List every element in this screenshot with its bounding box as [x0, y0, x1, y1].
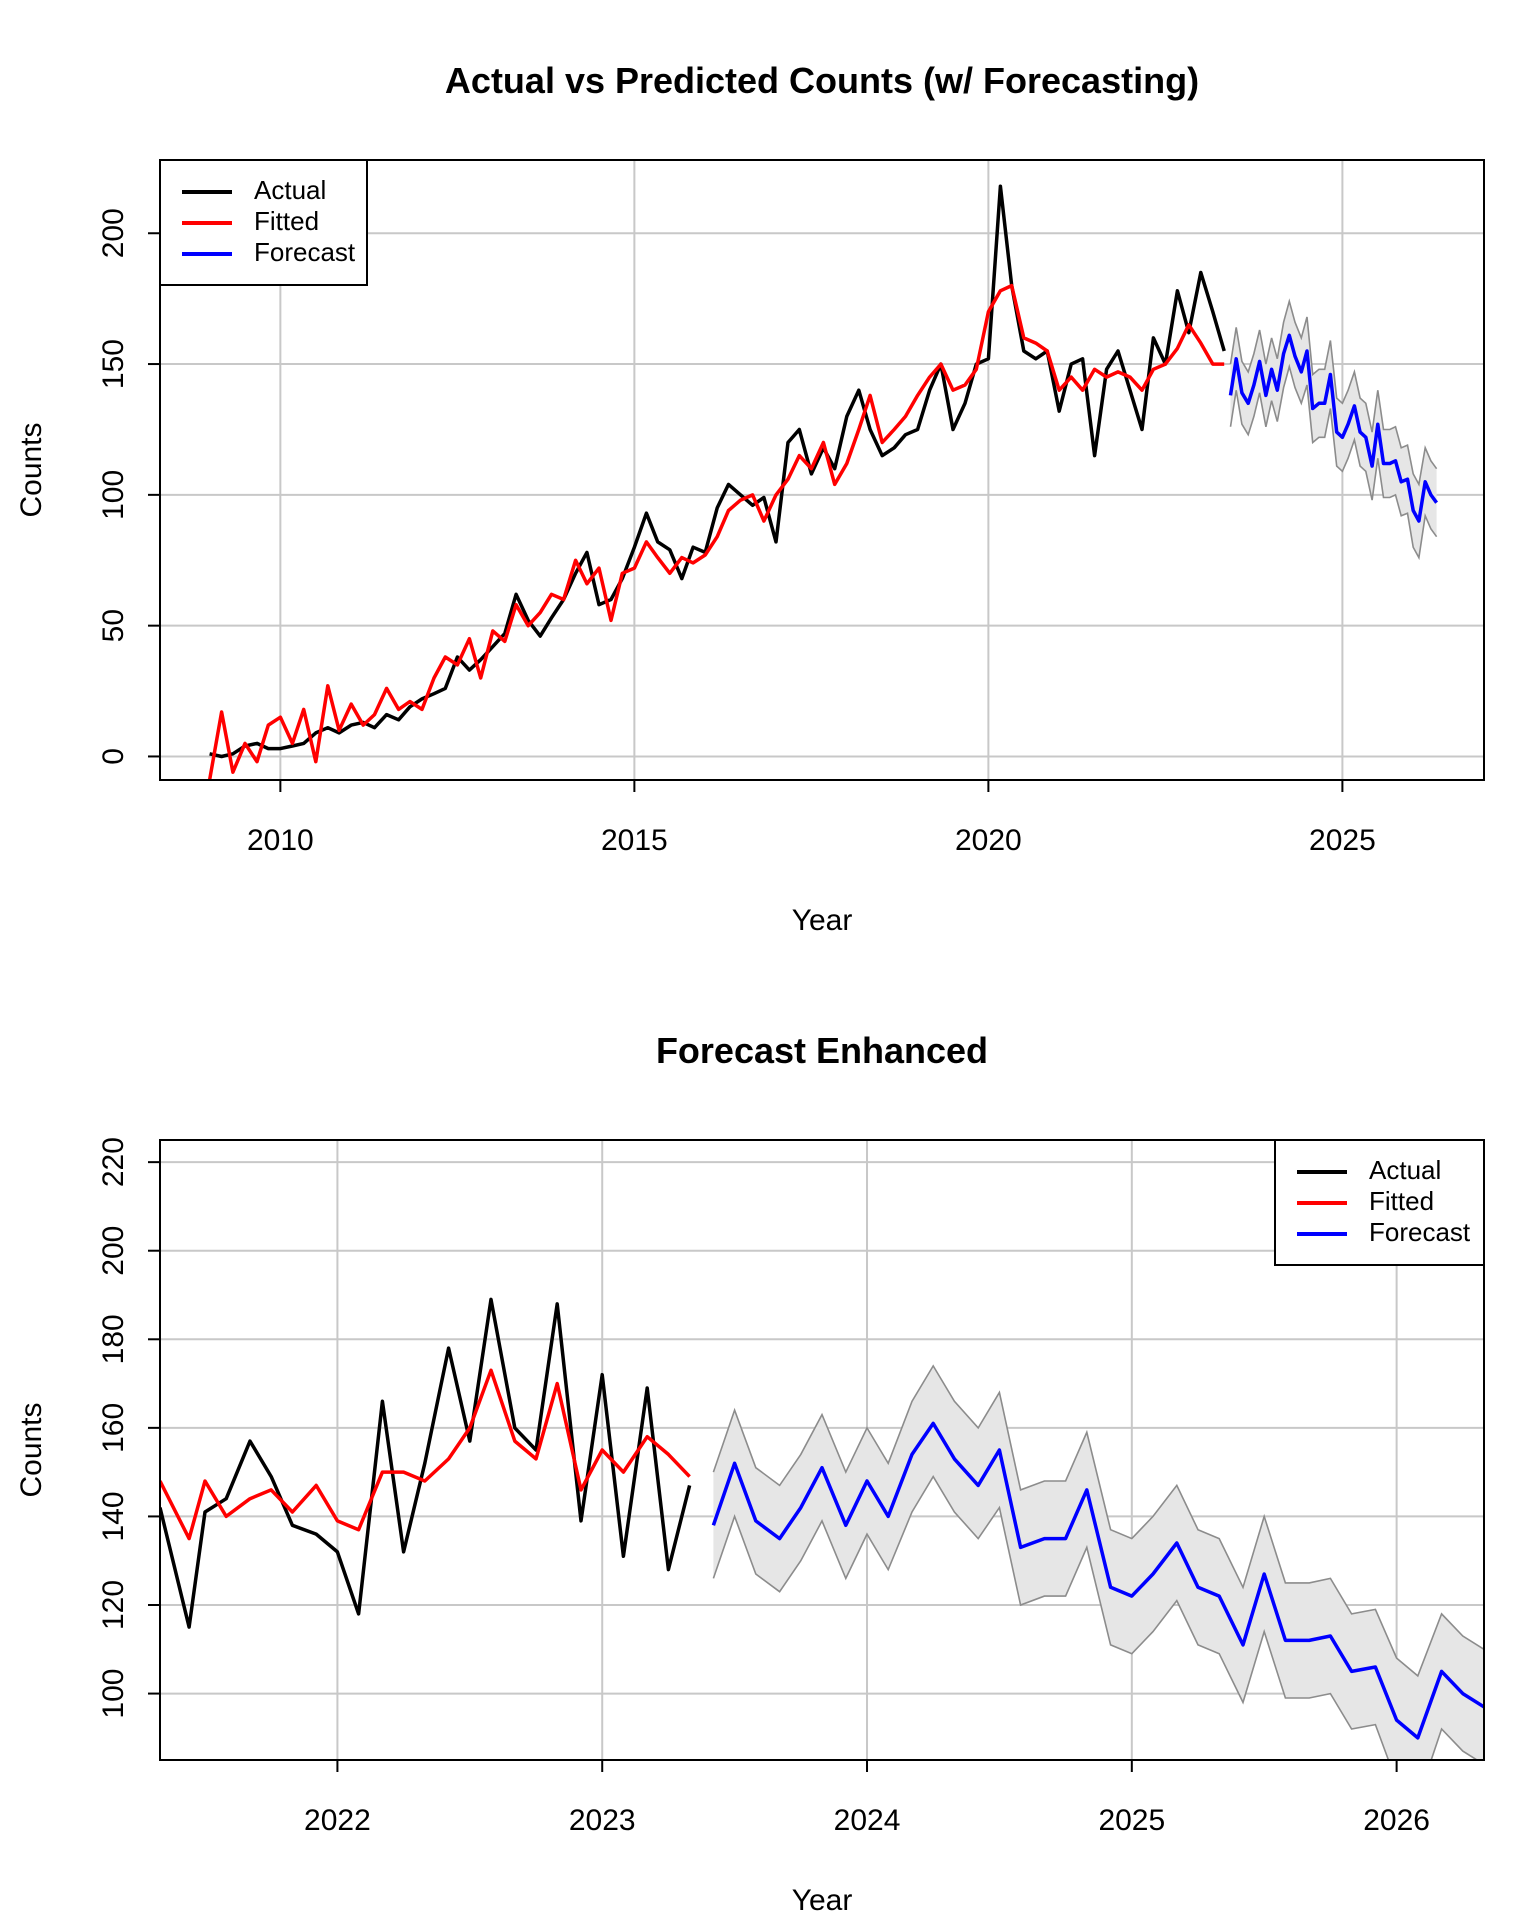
y-tick-label: 140: [97, 1491, 130, 1541]
chart-actual-vs-predicted: Actual vs Predicted Counts (w/ Forecasti…: [15, 60, 1485, 937]
axes: 2022 2023 2024 2025 2026 100 120 140 160 180 200 22…: [15, 1137, 1430, 1917]
y-tick-label: 50: [97, 609, 130, 642]
y-axis-label: Counts: [15, 1402, 48, 1497]
y-tick-label: 200: [97, 1226, 130, 1276]
forecast-upper-bound: [1229, 298, 1438, 487]
x-tick-label: 2025: [1098, 1804, 1165, 1837]
x-axis-label: Year: [792, 1884, 853, 1917]
x-tick-label: 2015: [601, 824, 668, 857]
series-actual-line: [160, 1297, 692, 1629]
legend-fitted-label: Fitted: [254, 206, 319, 236]
forecast-upper-bound: [712, 1364, 1484, 1678]
series-forecast-line: [711, 1421, 1484, 1740]
grid: [160, 160, 1484, 780]
series-fitted-line: [207, 283, 1225, 780]
forecast-lower-bound: [1229, 363, 1438, 561]
chart-title: Actual vs Predicted Counts (w/ Forecasti…: [445, 60, 1199, 101]
legend-fitted-label: Fitted: [1369, 1186, 1434, 1216]
y-axis-label: Counts: [15, 422, 48, 517]
legend-forecast-label: Forecast: [1369, 1217, 1471, 1247]
y-tick-label: 180: [97, 1314, 130, 1364]
plot-area: [207, 184, 1439, 780]
x-tick-label: 2025: [1309, 824, 1376, 857]
x-tick-label: 2010: [247, 824, 314, 857]
legend-forecast-label: Forecast: [254, 237, 356, 267]
plot-frame: [159, 159, 1485, 781]
chart-title: Forecast Enhanced: [656, 1030, 988, 1071]
legend-actual-label: Actual: [1369, 1155, 1441, 1185]
x-tick-label: 2024: [834, 1804, 901, 1837]
x-tick-label: 2023: [569, 1804, 636, 1837]
forecast-lower-bound: [712, 1475, 1479, 1760]
axes: 2010 2015 2020 2025 0 50 100 150 200 Year Counts: [15, 208, 1376, 937]
plot-area: [160, 1297, 1484, 1760]
y-tick-label: 100: [97, 1669, 130, 1719]
x-tick-label: 2026: [1363, 1804, 1430, 1837]
chart-forecast-enhanced: Forecast Enhanced 2022 2023 2024 2025 2026 100…: [15, 1030, 1485, 1917]
legend-actual-label: Actual: [254, 175, 326, 205]
y-tick-label: 100: [97, 470, 130, 520]
x-tick-label: 2022: [304, 1804, 371, 1837]
plot-frame: [159, 1139, 1485, 1761]
series-forecast-line: [1228, 333, 1439, 523]
series-actual-line: [209, 184, 1226, 759]
y-tick-label: 0: [97, 748, 130, 765]
y-tick-label: 220: [97, 1137, 130, 1187]
x-axis-label: Year: [792, 904, 853, 937]
y-tick-label: 200: [97, 208, 130, 258]
y-tick-label: 120: [97, 1580, 130, 1630]
y-tick-label: 160: [97, 1403, 130, 1453]
forecast-interval-band: [713, 1365, 1484, 1760]
x-tick-label: 2020: [955, 824, 1022, 857]
y-tick-label: 150: [97, 339, 130, 389]
series-fitted-line: [160, 1368, 691, 1541]
